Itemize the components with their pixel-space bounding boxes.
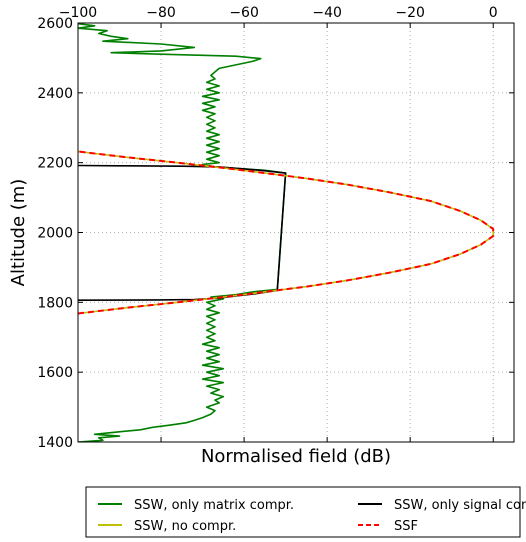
y-tick-label: 2400 [37, 86, 73, 102]
legend-label-ssf: SSF [394, 519, 418, 534]
plot-frame [77, 22, 515, 443]
y-tick-label: 1800 [37, 295, 73, 311]
y-ticks: 1400 1600 1800 2000 2200 2400 2600 [37, 16, 514, 451]
y-tick-label: 1600 [37, 365, 73, 381]
legend: SSW, only matrix compr. SSW, only signal … [85, 486, 526, 538]
x-tick-label: −20 [395, 5, 425, 21]
x-tick-label: 0 [489, 5, 498, 21]
y-tick-label: 1400 [37, 435, 73, 451]
y-tick-label: 2600 [37, 16, 73, 32]
x-tick-label: −60 [229, 5, 259, 21]
grid [77, 22, 514, 443]
legend-label-ssw-no-compr: SSW, no compr. [134, 519, 236, 534]
x-tick-label: −100 [59, 5, 97, 21]
y-tick-label: 2000 [37, 226, 73, 242]
x-tick-label: −40 [312, 5, 342, 21]
legend-label-ssw-only-signal-compr: SSW, only signal compr. [394, 498, 526, 513]
legend-label-ssw-only-matrix-compr: SSW, only matrix compr. [134, 498, 294, 513]
x-axis-label: Normalised field (dB) [201, 446, 391, 467]
y-tick-label: 2200 [37, 156, 73, 172]
series-group [78, 23, 495, 442]
x-tick-label: −80 [146, 5, 176, 21]
x-ticks: −100 −80 −60 −40 −20 0 [59, 5, 498, 442]
legend-box [85, 486, 521, 538]
y-axis-label: Altitude (m) [8, 179, 29, 287]
series-line-ssf [78, 150, 495, 315]
